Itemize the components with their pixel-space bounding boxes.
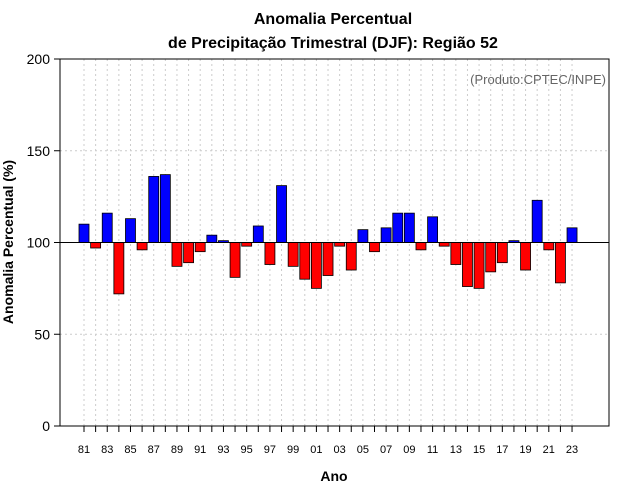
bar-2013 [450, 242, 462, 265]
x-tick-label: 99 [287, 444, 299, 456]
x-tick-label: 05 [357, 444, 369, 456]
bar-1987 [148, 176, 160, 243]
x-tick-label: 83 [101, 444, 113, 456]
bar-1981 [78, 223, 90, 243]
y-axis: 0 50 100 150 200 [27, 51, 60, 434]
bar-2009 [403, 212, 415, 243]
bar-1995 [241, 242, 253, 247]
x-tick-label: 97 [264, 444, 276, 456]
bar-1999 [287, 242, 299, 267]
x-tick-label: 07 [380, 444, 392, 456]
bar-1998 [276, 185, 287, 243]
x-tick-label: 09 [403, 444, 415, 456]
product-annotation: (Produto:CPTEC/INPE) [470, 72, 606, 87]
bar-2000 [299, 242, 311, 280]
bar-2016 [485, 242, 497, 273]
x-tick-label: 19 [519, 444, 531, 456]
x-tick-label: 89 [171, 444, 183, 456]
y-tick-label: 100 [27, 235, 51, 251]
x-tick-label: 03 [334, 444, 346, 456]
bar-2004 [345, 242, 357, 271]
x-tick-label: 13 [450, 444, 462, 456]
x-tick-label: 21 [543, 444, 555, 456]
bar-2003 [334, 242, 346, 247]
y-tick-label: 50 [34, 326, 50, 342]
x-tick-label: 85 [124, 444, 136, 456]
y-tick-label: 200 [27, 51, 51, 67]
bar-2021 [543, 242, 555, 251]
y-tick-label: 150 [27, 143, 51, 159]
gridlines [60, 58, 609, 427]
x-tick-label: 15 [473, 444, 485, 456]
x-tick-label: 87 [148, 444, 160, 456]
x-tick-label: 93 [217, 444, 229, 456]
bar-2012 [438, 242, 450, 247]
x-tick-label: 23 [566, 444, 578, 456]
chart-title-line2: de Precipitação Trimestral (DJF): Região… [168, 35, 498, 52]
chart-title-line1: Anomalia Percentual [254, 11, 412, 28]
bar-1984 [113, 242, 125, 295]
bar-1989 [171, 242, 183, 267]
bar-1983 [101, 212, 113, 243]
bar-2020 [531, 199, 543, 243]
x-tick-label: 01 [310, 444, 322, 456]
bar-1990 [183, 242, 194, 264]
bar-1992 [206, 234, 218, 243]
bar-1994 [229, 242, 241, 278]
bar-2022 [555, 242, 566, 284]
x-axis: 81 83 85 87 89 91 93 95 97 99 01 03 05 07 09 11 13 15 17 19… [78, 426, 578, 456]
bar-1997 [264, 242, 276, 265]
bar-2015 [473, 242, 485, 289]
y-tick-label: 0 [42, 418, 50, 434]
bar-2011 [427, 216, 439, 243]
bar-2007 [380, 227, 392, 243]
bar-1996 [252, 225, 264, 243]
bar-2008 [392, 212, 404, 243]
x-tick-label: 91 [194, 444, 206, 456]
bar-2002 [322, 242, 334, 276]
bar-1985 [125, 218, 136, 243]
x-tick-label: 81 [78, 444, 90, 456]
bar-2005 [357, 229, 369, 243]
y-axis-label: Anomalia Percentual (%) [0, 160, 16, 324]
x-axis-label: Ano [320, 468, 347, 484]
bar-1991 [194, 242, 206, 253]
bar-1988 [159, 174, 171, 243]
x-tick-label: 11 [427, 444, 438, 456]
bar-1986 [136, 242, 148, 251]
bar-2017 [496, 242, 508, 264]
bars [78, 174, 578, 295]
bar-2023 [566, 227, 578, 243]
x-tick-label: 95 [241, 444, 253, 456]
bar-2014 [462, 242, 473, 287]
bar-2006 [369, 242, 380, 253]
bar-2019 [520, 242, 531, 271]
x-tick-label: 17 [496, 444, 508, 456]
bar-2010 [415, 242, 427, 251]
bar-1982 [90, 242, 102, 249]
bar-2001 [310, 242, 322, 289]
